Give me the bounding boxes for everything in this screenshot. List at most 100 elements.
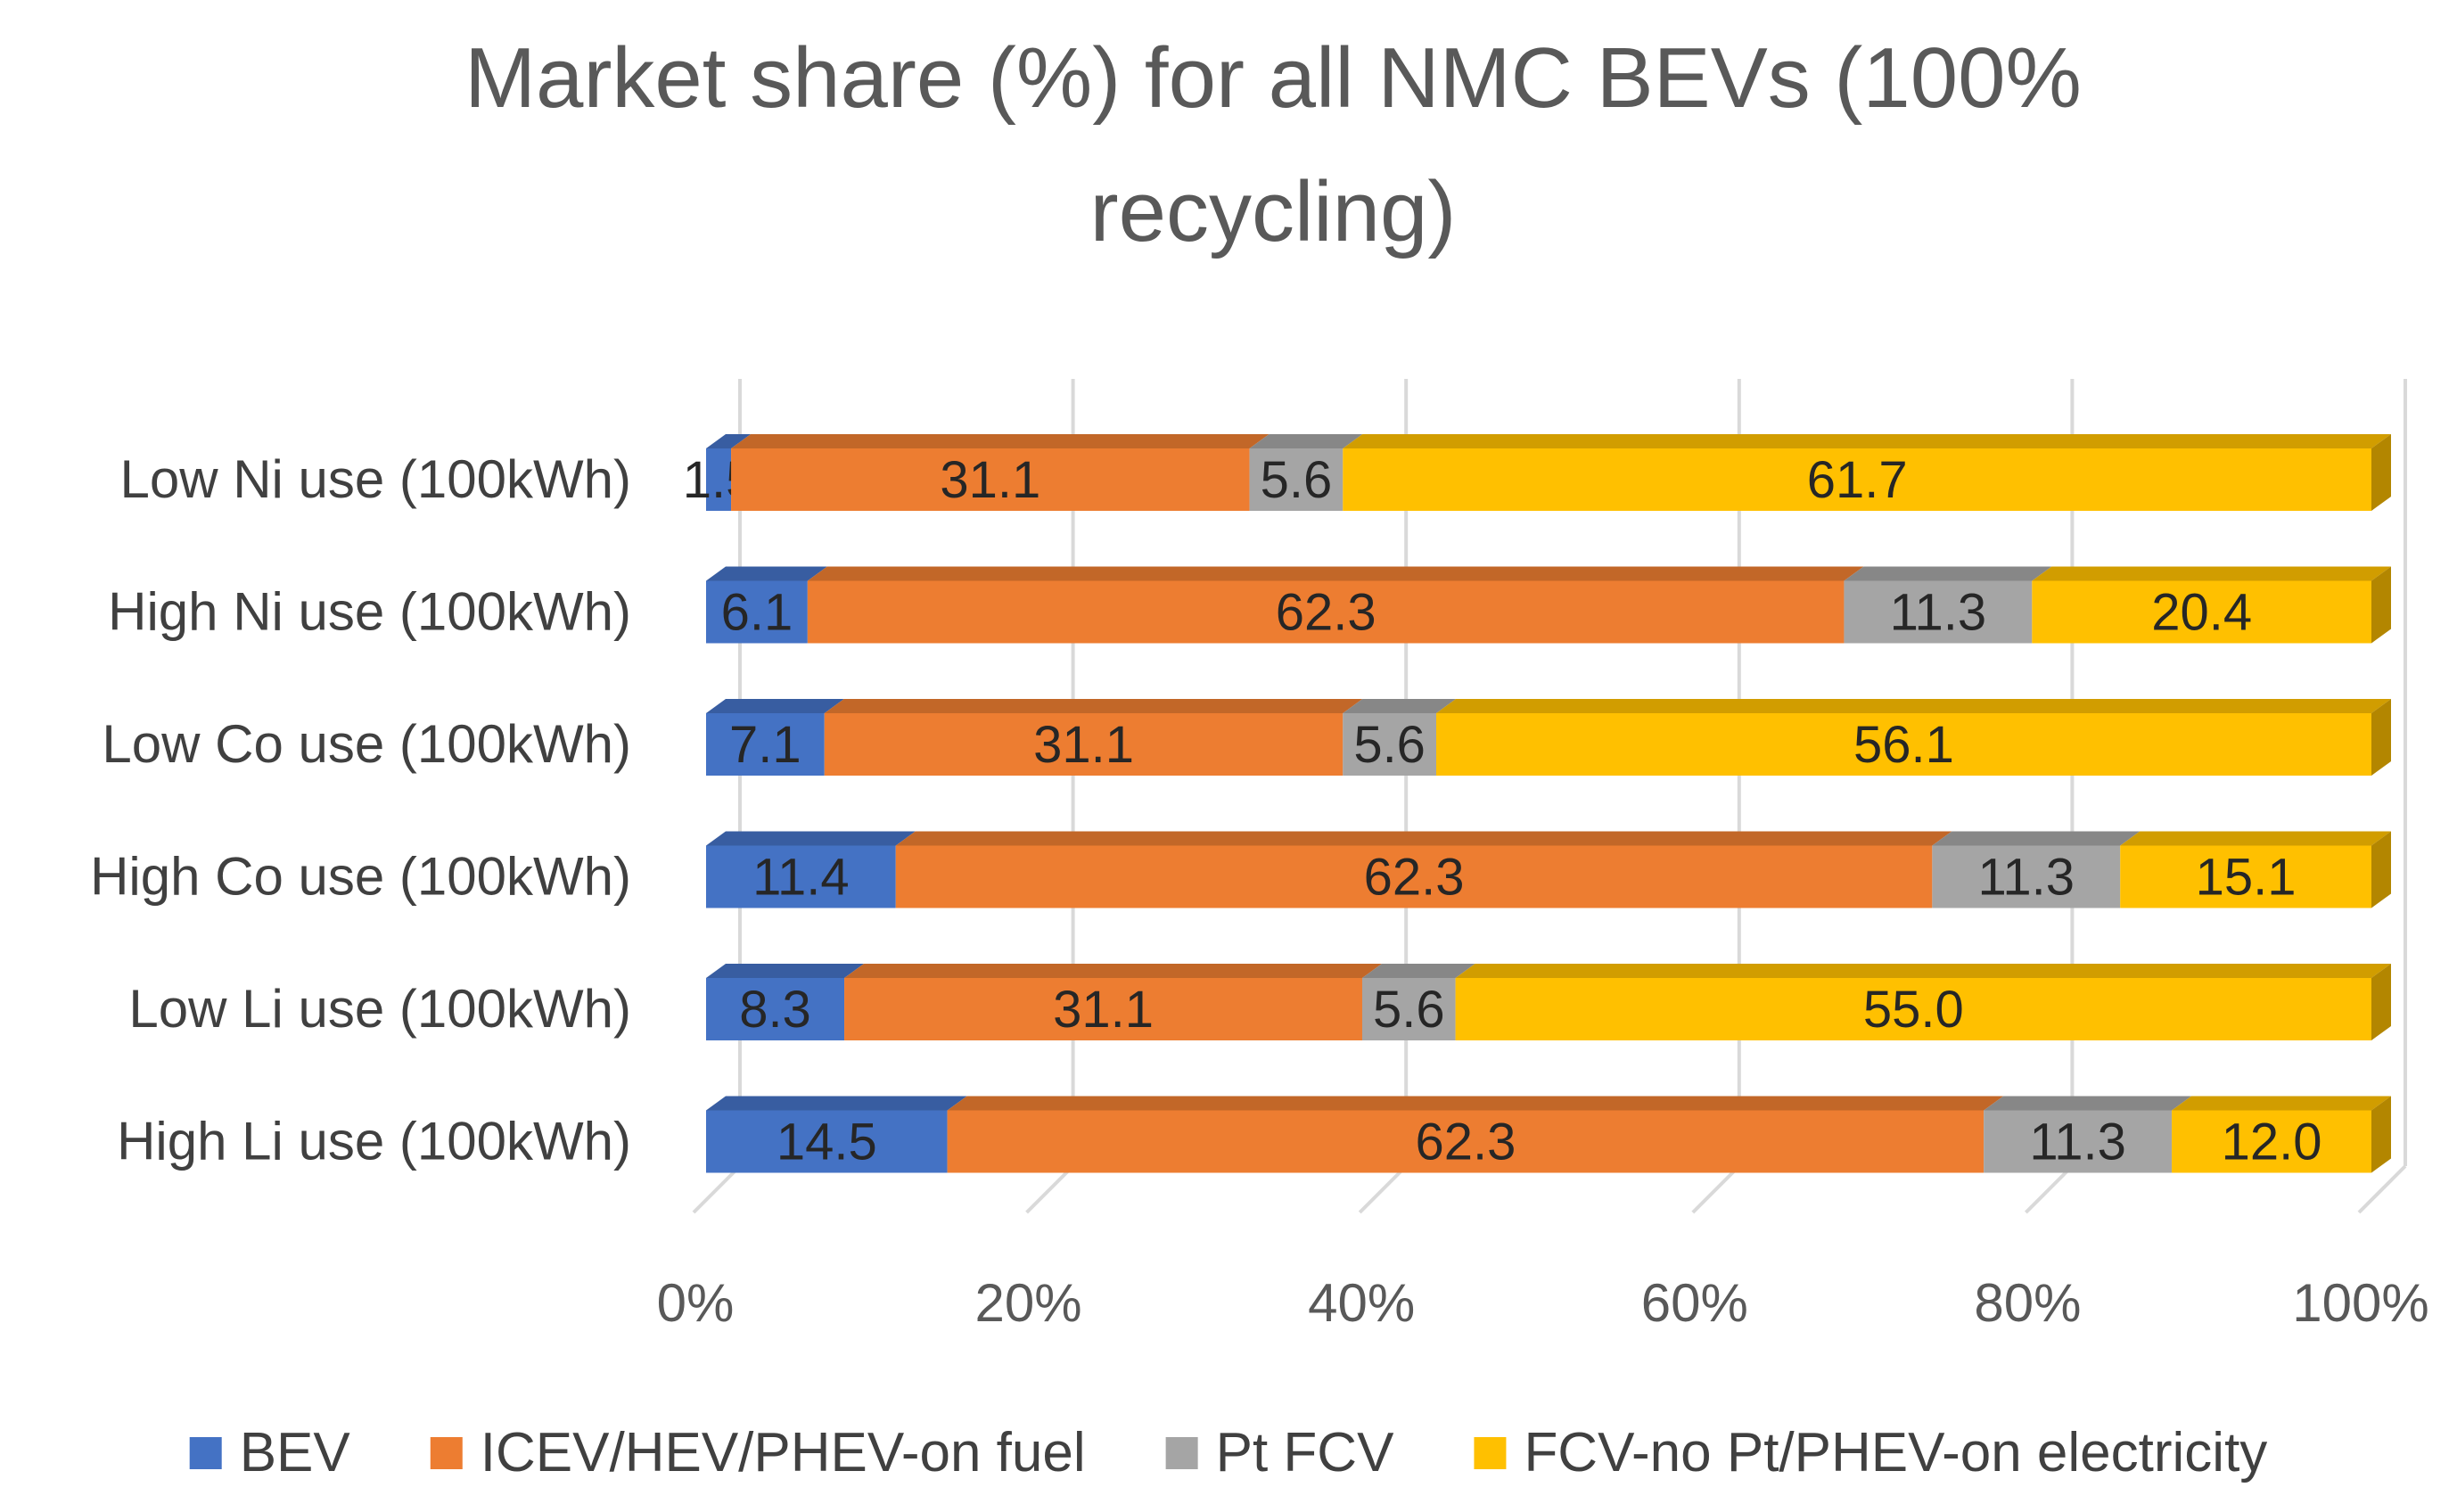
bar-row: 1.5 31.1 5.6 61.7 [683,434,2391,511]
data-label: 62.3 [1415,1113,1516,1171]
bar-segment-side [2371,1096,2391,1173]
data-label: 61.7 [1807,451,1908,509]
bar-segment-top [731,434,1270,448]
data-label: 31.1 [1053,981,1154,1039]
bar-segment [706,978,845,1040]
data-label: 31.1 [1033,716,1134,774]
x-axis-ticks: 0% 20% 40% 60% 80% 100% [657,1273,2429,1333]
data-label: 8.3 [739,981,811,1039]
legend-label: ICEV/HEV/PHEV-on fuel [481,1422,1086,1483]
bar-segment [1249,448,1344,511]
legend-swatch [1165,1437,1198,1469]
legend-label: BEV [240,1422,351,1483]
data-label: 11.3 [2029,1113,2126,1171]
bar-segment-side [2371,566,2391,644]
bar-segment [824,713,1344,776]
legend-swatch [189,1437,222,1469]
gridline-floor [1025,1164,1075,1214]
bar-segment [706,580,808,644]
data-label: 55.0 [1863,981,1964,1039]
bar-segment-top [1932,831,2141,846]
bar-segment-top [1343,434,2391,448]
category-labels: Low Ni use (100kWh) High Ni use (100kWh) L… [90,449,631,1171]
data-label: 62.3 [1276,584,1376,642]
bar-segment-top [844,964,1382,978]
bar-segment-top [947,1096,2004,1111]
legend-item: BEV [189,1422,351,1483]
chart-title-line-2: recycling) [1090,164,1457,259]
data-label: 20.4 [2151,584,2252,642]
bar-row: 6.1 62.3 11.3 20.4 [706,566,2391,644]
bar-segment [1436,713,2371,776]
bar-segment-top [1844,566,2052,581]
x-tick-label: 20% [975,1273,1082,1333]
bar-segment [706,1110,948,1173]
bar-segment [895,845,1933,908]
bar-segment-top [2172,1096,2391,1111]
bar-segment [1844,580,2033,644]
legend-item: Pt FCV [1165,1422,1394,1483]
data-label: 11.3 [1977,849,2075,907]
bar-segment [2120,845,2371,908]
x-tick-label: 0% [657,1273,735,1333]
bar-segment [706,448,732,511]
legend-item: FCV-no Pt/PHEV-on electricity [1474,1422,2267,1483]
bar-segment [1932,845,2121,908]
bar-segment [844,978,1362,1040]
bars: 1.5 31.1 5.6 61.76.1 62.3 11.3 20.47.1 31.1 5.6 5… [683,434,2391,1173]
gridline-floor [2357,1164,2407,1214]
legend-label: FCV-no Pt/PHEV-on electricity [1524,1422,2267,1483]
chart-title-line-1: Market share (%) for all NMC BEVs (100% [464,30,2082,126]
data-label: 12.0 [2222,1113,2322,1171]
bar-segment [1343,713,1437,776]
data-label: 15.1 [2196,849,2297,907]
bar-segment-top [706,699,844,713]
gridline-floor [2024,1164,2074,1214]
bar-segment-top [1436,699,2391,713]
bar-segment [706,713,825,776]
category-label: High Ni use (100kWh) [108,582,631,642]
bar-segment [2032,580,2371,644]
data-label: 62.3 [1364,849,1465,907]
legend: BEV ICEV/HEV/PHEV-on fuel Pt FCV FCV-no Pt/… [189,1422,2267,1483]
legend-label: Pt FCV [1216,1422,1394,1483]
gridline-floor [692,1164,742,1214]
chart-title: Market share (%) for all NMC BEVs (100% … [464,30,2082,259]
bar-segment-side [2371,699,2391,776]
bar-row: 8.3 31.1 5.6 55.0 [706,964,2391,1040]
data-label: 5.6 [1261,451,1333,509]
bar-segment-top [2032,566,2391,581]
category-label: High Co use (100kWh) [90,847,631,907]
bar-segment-top [706,566,827,581]
bar-segment-top [1984,1096,2192,1111]
bar-segment-top [706,1096,967,1111]
gridline-floor [1691,1164,1741,1214]
category-label: Low Co use (100kWh) [102,714,631,774]
legend-swatch [430,1437,463,1469]
bar-segment-top [807,566,1864,581]
data-label: 5.6 [1353,716,1426,774]
bar-segment-top [706,964,865,978]
legend-item: ICEV/HEV/PHEV-on fuel [430,1422,1086,1483]
x-tick-label: 60% [1641,1273,1748,1333]
x-tick-label: 100% [2292,1273,2428,1333]
bar-segment-top [706,434,752,448]
category-label: Low Li use (100kWh) [128,979,631,1039]
data-label: 11.4 [752,849,850,907]
bar-segment [1984,1110,2173,1173]
bar-segment [2172,1110,2371,1173]
bar-segment [807,580,1845,644]
bar-segment-top [1249,434,1363,448]
category-label: Low Ni use (100kWh) [119,449,631,509]
gridline-floor [1358,1164,1408,1214]
bar-segment-side [2371,434,2391,511]
bar-segment [1361,978,1456,1040]
bar-segment [1343,448,2371,511]
data-label: 11.3 [1890,584,1987,642]
bar-segment-top [824,699,1363,713]
bar-segment [1455,978,2371,1040]
bar-segment [706,845,896,908]
bar-segment [731,448,1250,511]
x-tick-label: 40% [1308,1273,1415,1333]
bar-segment-top [1361,964,1475,978]
